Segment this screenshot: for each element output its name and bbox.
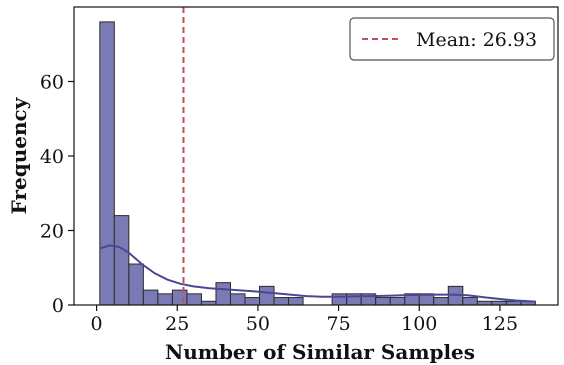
x-axis-ticks: 0 25 50 75 100 125 bbox=[91, 305, 518, 335]
histogram-bar bbox=[157, 293, 173, 306]
x-tick-label: 125 bbox=[482, 313, 518, 335]
histogram-bar bbox=[171, 289, 188, 306]
histogram-bars bbox=[99, 21, 536, 306]
histogram-bar bbox=[288, 297, 304, 306]
histogram-bar bbox=[99, 21, 115, 306]
legend-label-mean: Mean: 26.93 bbox=[416, 29, 537, 51]
y-tick-label: 20 bbox=[40, 221, 64, 243]
y-axis-ticks: 0 20 40 60 bbox=[40, 72, 74, 317]
legend: Mean: 26.93 bbox=[349, 17, 555, 61]
histogram-bar bbox=[215, 282, 231, 306]
histogram-bar bbox=[229, 293, 246, 306]
y-tick-label: 60 bbox=[40, 72, 64, 94]
histogram-bar bbox=[375, 297, 391, 306]
histogram-bar bbox=[389, 297, 406, 306]
histogram-bar bbox=[433, 297, 449, 306]
y-axis-title: Frequency bbox=[7, 96, 31, 214]
x-tick-label: 100 bbox=[401, 313, 437, 335]
histogram-bar bbox=[128, 263, 144, 306]
histogram-bar bbox=[113, 215, 130, 306]
histogram-bar bbox=[331, 293, 348, 306]
histogram-bar bbox=[259, 285, 275, 306]
y-tick-label: 40 bbox=[40, 146, 64, 168]
histogram-bar bbox=[142, 289, 159, 306]
y-tick-label: 0 bbox=[52, 295, 64, 317]
x-axis-title: Number of Similar Samples bbox=[165, 340, 475, 364]
histogram-bar bbox=[273, 297, 290, 306]
histogram-bar bbox=[244, 297, 261, 306]
x-tick-label: 75 bbox=[326, 313, 350, 335]
histogram-bar bbox=[462, 297, 478, 306]
x-tick-label: 0 bbox=[91, 313, 103, 335]
x-tick-label: 25 bbox=[165, 313, 189, 335]
x-tick-label: 50 bbox=[246, 313, 270, 335]
legend-box bbox=[349, 17, 555, 61]
kde-curve bbox=[99, 244, 536, 303]
histogram-bar bbox=[186, 293, 202, 306]
